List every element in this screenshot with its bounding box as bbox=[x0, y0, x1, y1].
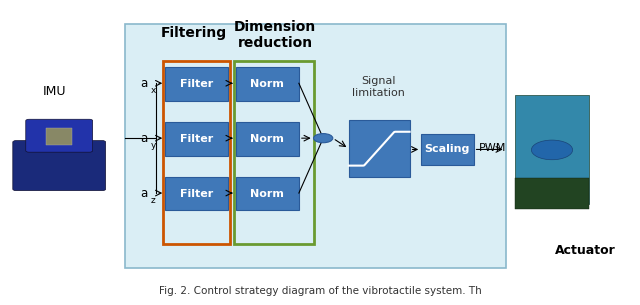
Circle shape bbox=[314, 134, 333, 143]
Text: Fig. 2. Control strategy diagram of the vibrotactile system. Th: Fig. 2. Control strategy diagram of the … bbox=[159, 286, 481, 296]
FancyBboxPatch shape bbox=[13, 141, 106, 191]
Text: IMU: IMU bbox=[43, 85, 66, 98]
Text: y: y bbox=[150, 141, 156, 150]
Text: Norm: Norm bbox=[250, 134, 284, 144]
Text: x: x bbox=[150, 86, 156, 95]
Bar bbox=[236, 177, 299, 210]
Bar bbox=[165, 177, 228, 210]
Bar bbox=[236, 67, 299, 101]
Text: Norm: Norm bbox=[250, 189, 284, 199]
Text: Scaling: Scaling bbox=[425, 145, 470, 154]
Text: Filter: Filter bbox=[180, 134, 213, 144]
Text: z: z bbox=[150, 196, 155, 205]
Bar bbox=[515, 178, 589, 209]
Bar bbox=[349, 120, 410, 177]
Bar bbox=[125, 24, 506, 268]
Bar bbox=[163, 61, 230, 244]
Text: Filter: Filter bbox=[180, 79, 213, 89]
Bar bbox=[421, 134, 474, 165]
Bar bbox=[165, 122, 228, 156]
Text: Actuator: Actuator bbox=[556, 244, 616, 257]
Text: a: a bbox=[140, 132, 147, 145]
Text: a: a bbox=[140, 187, 147, 199]
Bar bbox=[165, 67, 228, 101]
Bar bbox=[46, 127, 72, 145]
Text: Filtering: Filtering bbox=[161, 26, 227, 40]
FancyBboxPatch shape bbox=[26, 119, 93, 152]
Text: Norm: Norm bbox=[250, 79, 284, 89]
Text: a: a bbox=[140, 77, 147, 90]
Text: Dimension
reduction: Dimension reduction bbox=[234, 20, 316, 50]
Circle shape bbox=[531, 140, 573, 160]
Text: Filter: Filter bbox=[180, 189, 213, 199]
Text: Signal
limitation: Signal limitation bbox=[353, 76, 405, 98]
Bar bbox=[236, 122, 299, 156]
Bar bbox=[234, 61, 314, 244]
Text: PWM: PWM bbox=[479, 143, 506, 153]
FancyBboxPatch shape bbox=[515, 95, 589, 204]
